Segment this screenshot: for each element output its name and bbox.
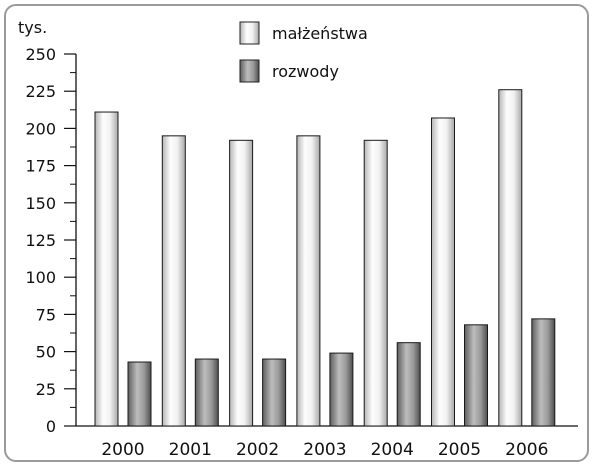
legend-label-marriages: małżeństwa bbox=[272, 24, 368, 43]
y-tick-label: 100 bbox=[25, 268, 56, 287]
legend-label-divorces: rozwody bbox=[272, 62, 339, 81]
x-tick-label: 2006 bbox=[505, 440, 548, 460]
y-axis: 0 25 50 75 100 125 150 175 200 225 250 bbox=[25, 45, 77, 436]
x-tick-label: 2000 bbox=[101, 440, 144, 460]
bar-divorces bbox=[127, 361, 152, 427]
x-tick-label: 2002 bbox=[236, 440, 279, 460]
y-unit-label: tys. bbox=[18, 18, 47, 37]
bar-divorces bbox=[262, 358, 287, 427]
bar-marriages bbox=[498, 89, 523, 427]
bar-divorces bbox=[194, 358, 219, 427]
bar-divorces bbox=[531, 318, 556, 427]
x-tick-label: 2003 bbox=[303, 440, 346, 460]
bar-marriages bbox=[94, 111, 119, 427]
y-tick-label: 75 bbox=[36, 305, 56, 324]
legend-swatch-divorces bbox=[239, 59, 260, 83]
bar-marriages bbox=[229, 139, 254, 427]
y-tick-label: 225 bbox=[25, 82, 56, 101]
bar-marriages bbox=[363, 139, 388, 427]
y-tick-label: 25 bbox=[36, 380, 56, 399]
x-tick-label: 2004 bbox=[371, 440, 414, 460]
x-tick-label: 2005 bbox=[438, 440, 481, 460]
x-tick-label: 2001 bbox=[169, 440, 212, 460]
y-tick-label: 125 bbox=[25, 231, 56, 250]
bar-marriages bbox=[431, 117, 455, 427]
legend-swatch-marriages bbox=[239, 21, 260, 45]
bar-divorces bbox=[329, 352, 354, 427]
bar-marriages bbox=[161, 135, 186, 427]
y-tick-label: 50 bbox=[36, 343, 56, 362]
bar-divorces bbox=[464, 324, 488, 427]
bar-divorces bbox=[396, 342, 421, 427]
bar-marriages bbox=[296, 135, 321, 427]
y-tick-label: 150 bbox=[25, 194, 56, 213]
bars-group bbox=[94, 89, 556, 427]
y-tick-label: 250 bbox=[25, 45, 56, 64]
x-axis: 2000 2001 2002 2003 2004 2005 2006 bbox=[76, 425, 578, 460]
y-tick-label: 0 bbox=[46, 417, 56, 436]
y-tick-label: 175 bbox=[25, 157, 56, 176]
y-tick-label: 200 bbox=[25, 119, 56, 138]
legend: małżeństwa rozwody bbox=[239, 21, 368, 83]
